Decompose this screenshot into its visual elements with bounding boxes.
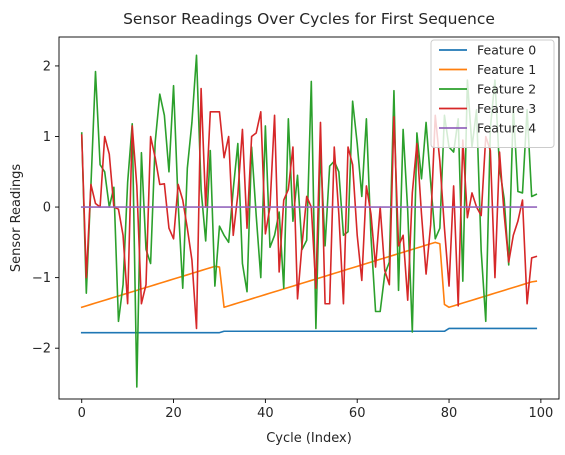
y-tick-label: −1 [32,271,51,286]
series-line-feature-3 [80,87,538,330]
y-axis: −2 −1 0 1 2 [32,59,59,357]
y-tick-label: −2 [32,342,51,357]
legend-box [430,39,555,148]
series-line-feature-0 [80,327,538,334]
plot-frame [58,36,560,400]
plot-lines [80,54,538,388]
x-axis-label: Cycle (Index) [266,431,352,446]
legend-label: Feature 0 [477,43,536,58]
legend: Feature 0 Feature 1 Feature 2 Feature 3 Feat… [430,39,555,148]
chart-title: Sensor Readings Over Cycles for First Se… [123,10,495,28]
legend-label: Feature 4 [477,121,536,136]
x-tick-label: 60 [349,406,366,421]
legend-label: Feature 2 [477,82,536,97]
legend-label: Feature 1 [477,62,536,77]
x-tick-label: 20 [165,406,182,421]
x-tick-label: 100 [528,406,553,421]
series-line-feature-1 [80,241,538,309]
y-tick-label: 1 [43,130,51,145]
y-tick-label: 0 [43,201,51,216]
legend-label: Feature 3 [477,101,536,116]
x-axis: 0 20 40 60 80 100 [78,399,553,421]
y-tick-label: 2 [43,59,51,74]
y-axis-label: Sensor Readings [9,164,24,272]
x-tick-label: 40 [257,406,274,421]
x-tick-label: 0 [78,406,86,421]
x-tick-label: 80 [441,406,458,421]
